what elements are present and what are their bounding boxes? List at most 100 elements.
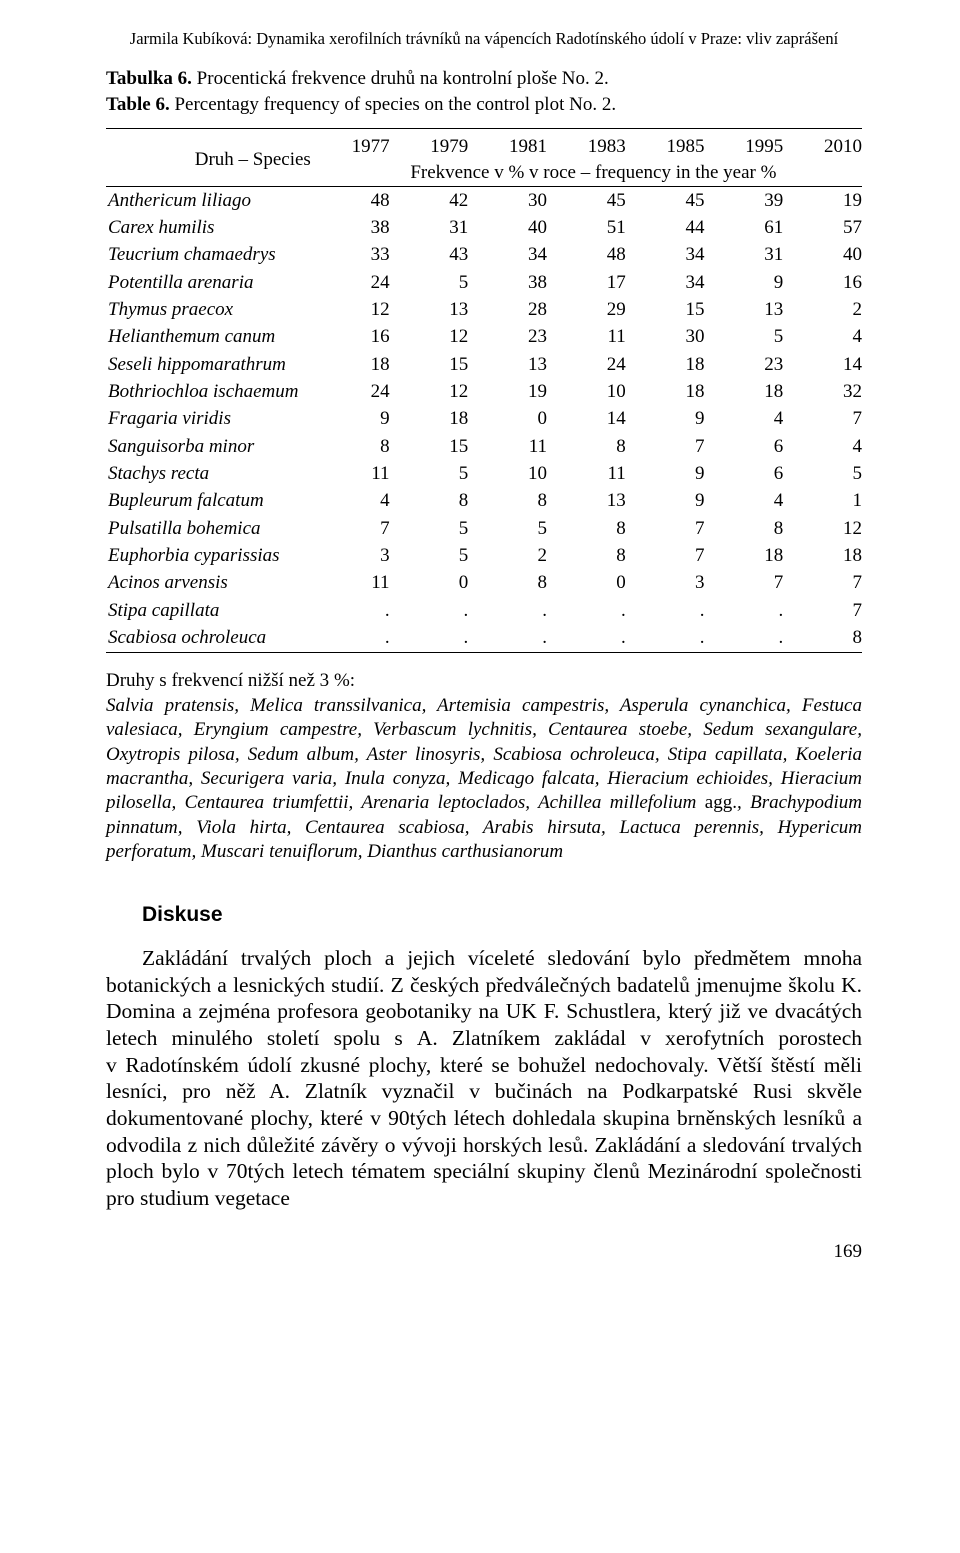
value-cell: 8 <box>482 570 561 597</box>
value-cell: 4 <box>719 488 798 515</box>
species-name: Pulsatilla bohemica <box>106 515 325 542</box>
value-cell: 0 <box>482 406 561 433</box>
value-cell: 8 <box>561 433 640 460</box>
caption-en-label: Table 6. <box>106 94 170 115</box>
value-cell: 61 <box>719 215 798 242</box>
page-number: 169 <box>106 1240 862 1264</box>
year-cell: 1981 <box>482 128 561 159</box>
value-cell: 38 <box>482 269 561 296</box>
species-name: Anthericum liliago <box>106 187 325 215</box>
table-row: Teucrium chamaedrys33433448343140 <box>106 242 862 269</box>
value-cell: 48 <box>561 242 640 269</box>
table-row: Sanguisorba minor815118764 <box>106 433 862 460</box>
running-header: Jarmila Kubíková: Dynamika xerofilních t… <box>106 28 862 49</box>
value-cell: 4 <box>325 488 404 515</box>
value-cell: 3 <box>325 542 404 569</box>
value-cell: 7 <box>719 570 798 597</box>
year-cell: 1983 <box>561 128 640 159</box>
value-cell: 7 <box>640 433 719 460</box>
value-cell: 40 <box>482 215 561 242</box>
value-cell: 5 <box>404 460 483 487</box>
species-name: Bupleurum falcatum <box>106 488 325 515</box>
table-caption-en: Table 6. Percentagy frequency of species… <box>106 93 862 117</box>
value-cell: . <box>561 597 640 624</box>
value-cell: 16 <box>797 269 862 296</box>
value-cell: . <box>561 624 640 652</box>
species-name: Seseli hippomarathrum <box>106 351 325 378</box>
value-cell: 6 <box>719 433 798 460</box>
value-cell: 5 <box>404 515 483 542</box>
section-heading-diskuse: Diskuse <box>142 902 862 929</box>
table-caption-cs: Tabulka 6. Procentická frekvence druhů n… <box>106 67 862 91</box>
value-cell: 45 <box>561 187 640 215</box>
year-cell: 1985 <box>640 128 719 159</box>
value-cell: 34 <box>640 269 719 296</box>
table-row: Bupleurum falcatum48813941 <box>106 488 862 515</box>
value-cell: 0 <box>404 570 483 597</box>
caption-cs-text: Procentická frekvence druhů na kontrolní… <box>192 68 609 89</box>
value-cell: 18 <box>640 351 719 378</box>
value-cell: 33 <box>325 242 404 269</box>
value-cell: 12 <box>797 515 862 542</box>
value-cell: 29 <box>561 297 640 324</box>
page: Jarmila Kubíková: Dynamika xerofilních t… <box>0 0 960 1304</box>
value-cell: . <box>482 597 561 624</box>
value-cell: 18 <box>719 542 798 569</box>
value-cell: 30 <box>640 324 719 351</box>
value-cell: 8 <box>482 488 561 515</box>
species-name: Euphorbia cyparissias <box>106 542 325 569</box>
value-cell: 34 <box>482 242 561 269</box>
caption-cs-label: Tabulka 6. <box>106 68 192 89</box>
value-cell: . <box>640 624 719 652</box>
value-cell: 40 <box>797 242 862 269</box>
value-cell: 7 <box>325 515 404 542</box>
low-frequency-agg: agg. <box>705 792 737 813</box>
value-cell: 15 <box>404 351 483 378</box>
low-frequency-block: Druhy s frekvencí nižší než 3 %: Salvia … <box>106 669 862 865</box>
value-cell: . <box>719 597 798 624</box>
value-cell: 14 <box>561 406 640 433</box>
table-row: Stipa capillata......7 <box>106 597 862 624</box>
value-cell: 45 <box>640 187 719 215</box>
value-cell: 48 <box>325 187 404 215</box>
value-cell: 2 <box>797 297 862 324</box>
value-cell: 23 <box>719 351 798 378</box>
value-cell: 12 <box>325 297 404 324</box>
species-name: Fragaria viridis <box>106 406 325 433</box>
species-name: Acinos arvensis <box>106 570 325 597</box>
value-cell: 19 <box>797 187 862 215</box>
value-cell: 44 <box>640 215 719 242</box>
value-cell: 8 <box>719 515 798 542</box>
value-cell: 9 <box>325 406 404 433</box>
species-name: Stipa capillata <box>106 597 325 624</box>
table-row: Potentilla arenaria245381734916 <box>106 269 862 296</box>
value-cell: 5 <box>719 324 798 351</box>
species-name: Helianthemum canum <box>106 324 325 351</box>
table-row: Carex humilis38314051446157 <box>106 215 862 242</box>
species-name: Scabiosa ochroleuca <box>106 624 325 652</box>
value-cell: 9 <box>640 488 719 515</box>
frequency-table: Druh – Species 1977 1979 1981 1983 1985 … <box>106 128 862 653</box>
year-cell: 1995 <box>719 128 798 159</box>
value-cell: 12 <box>404 379 483 406</box>
value-cell: 32 <box>797 379 862 406</box>
year-cell: 1979 <box>404 128 483 159</box>
species-name: Bothriochloa ischaemum <box>106 379 325 406</box>
species-name: Teucrium chamaedrys <box>106 242 325 269</box>
value-cell: 43 <box>404 242 483 269</box>
value-cell: 11 <box>325 570 404 597</box>
table-row: Scabiosa ochroleuca......8 <box>106 624 862 652</box>
value-cell: 11 <box>482 433 561 460</box>
value-cell: 9 <box>640 406 719 433</box>
value-cell: 5 <box>404 542 483 569</box>
value-cell: 16 <box>325 324 404 351</box>
value-cell: 11 <box>561 460 640 487</box>
value-cell: . <box>404 597 483 624</box>
value-cell: 31 <box>719 242 798 269</box>
value-cell: 2 <box>482 542 561 569</box>
value-cell: 12 <box>404 324 483 351</box>
species-name: Thymus praecox <box>106 297 325 324</box>
value-cell: 18 <box>797 542 862 569</box>
table-row: Acinos arvensis11080377 <box>106 570 862 597</box>
table-years-row: Druh – Species 1977 1979 1981 1983 1985 … <box>106 128 862 159</box>
